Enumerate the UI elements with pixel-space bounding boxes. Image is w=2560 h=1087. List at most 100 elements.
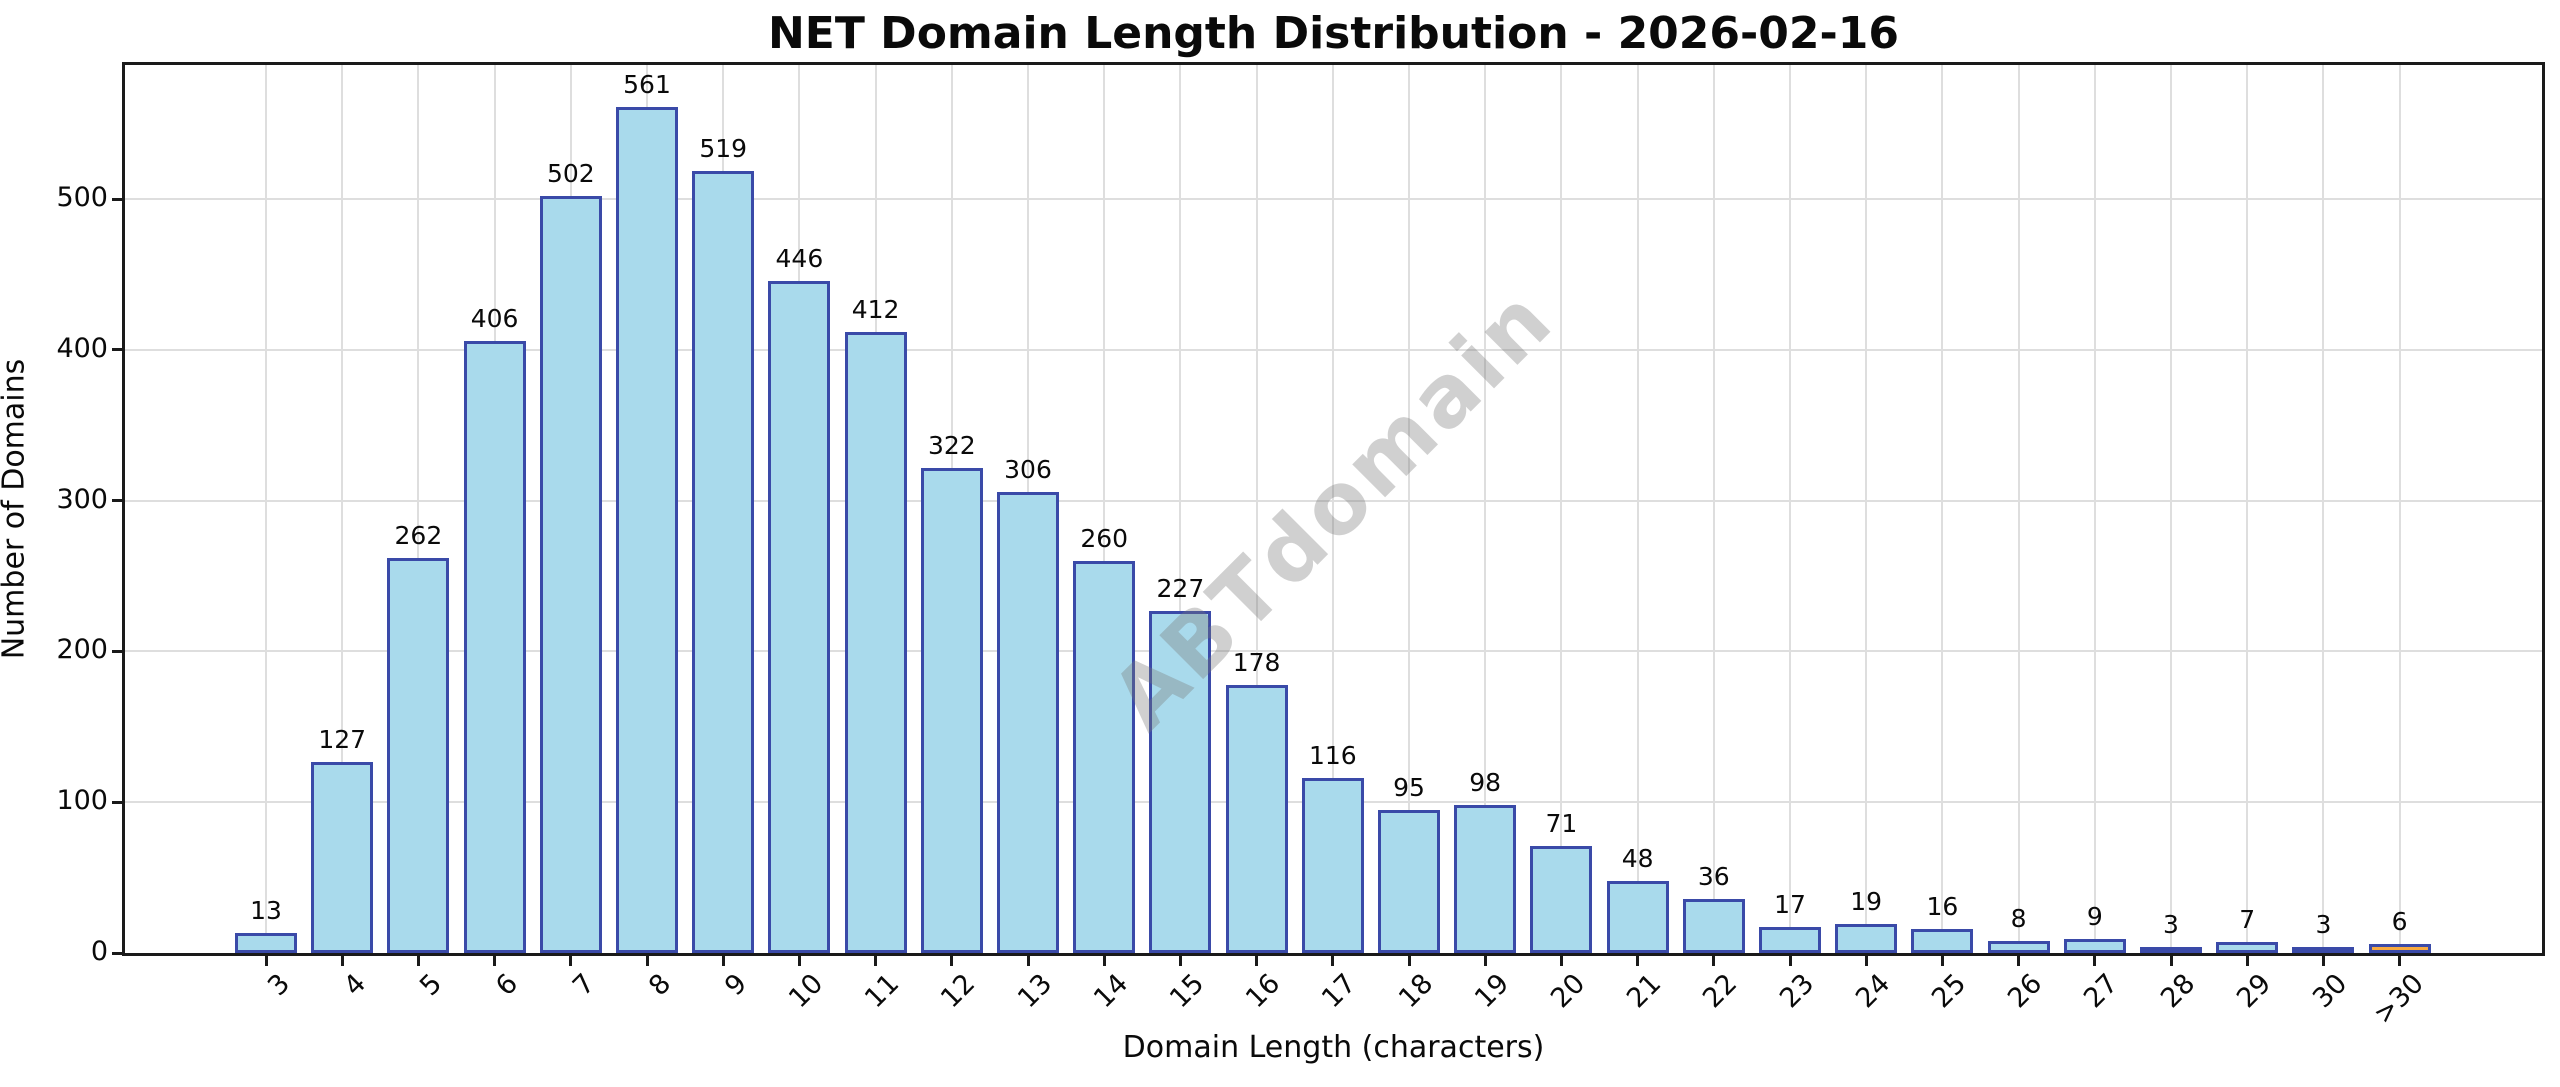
gridline-vertical <box>1941 65 1944 953</box>
x-tick-mark <box>1559 956 1563 966</box>
bar-25 <box>1911 928 1974 953</box>
gridline-horizontal <box>125 348 2542 351</box>
bar-27 <box>2063 939 2126 953</box>
x-tick-label: 5 <box>414 968 449 1003</box>
gridline-horizontal <box>125 650 2542 653</box>
chart-title: NET Domain Length Distribution - 2026-02… <box>767 8 1900 59</box>
bar-23 <box>1759 927 1821 953</box>
x-tick-label: 20 <box>1545 968 1592 1015</box>
bar-22 <box>1682 898 1745 953</box>
bar-value-label: 502 <box>546 159 595 189</box>
bar-4 <box>311 761 374 953</box>
bar-18 <box>1378 809 1440 953</box>
x-tick-label: 14 <box>1087 968 1135 1015</box>
x-tick-mark <box>569 956 573 966</box>
y-tick-mark <box>112 800 122 804</box>
bar-value-label: 406 <box>470 303 519 333</box>
bar-value-label: 95 <box>1393 772 1425 802</box>
x-tick-mark <box>493 956 497 966</box>
x-tick-label: 3 <box>261 968 296 1003</box>
gridline-vertical <box>1865 65 1868 953</box>
gridline-vertical <box>341 65 344 953</box>
x-tick-label: 29 <box>2230 968 2278 1015</box>
x-tick-label: 11 <box>859 968 906 1015</box>
bar-28 <box>2140 947 2202 953</box>
x-tick-label: 13 <box>1011 968 1058 1015</box>
x-tick-label: 22 <box>1697 968 1744 1015</box>
bar-3 <box>235 933 297 953</box>
y-tick-mark <box>112 197 122 201</box>
x-tick-label: 9 <box>719 968 754 1003</box>
gridline-horizontal <box>125 499 2542 502</box>
bar-value-label: 561 <box>623 70 671 100</box>
bar-value-label: 3 <box>2163 910 2179 939</box>
y-tick-mark <box>112 649 122 653</box>
y-tick-label: 0 <box>90 936 108 967</box>
x-tick-label: 7 <box>566 968 601 1003</box>
gridline-vertical <box>1255 65 1258 953</box>
x-tick-label: 6 <box>490 968 525 1003</box>
bar-value-label: 227 <box>1156 573 1205 603</box>
bar-value-label: 8 <box>2010 903 2027 933</box>
bar-13 <box>997 491 1059 953</box>
bar-value-label: 127 <box>318 724 367 754</box>
bar-16 <box>1225 684 1288 953</box>
x-tick-label: 16 <box>1240 968 1287 1015</box>
bar-value-label: 178 <box>1232 647 1281 677</box>
bar-6 <box>463 340 526 953</box>
gridline-vertical <box>265 65 267 953</box>
x-tick-label: 10 <box>783 968 830 1015</box>
x-axis-label: Domain Length (characters) <box>1122 1030 1545 1065</box>
x-tick-mark <box>340 956 344 966</box>
gridline-vertical <box>1636 65 1639 953</box>
x-tick-mark <box>2321 956 2325 966</box>
x-tick-mark <box>1788 956 1792 966</box>
x-tick-mark <box>1178 956 1182 966</box>
x-tick-mark <box>1940 956 1944 966</box>
bar-7 <box>539 196 602 953</box>
gridline-vertical <box>2170 65 2172 953</box>
gridline-vertical <box>2246 65 2249 953</box>
x-tick-label: 26 <box>2002 968 2049 1015</box>
bar-24 <box>1835 924 1898 953</box>
bar-value-label: 412 <box>851 294 900 324</box>
bar-value-label: 446 <box>775 243 824 273</box>
x-tick-mark <box>416 956 420 966</box>
bar-value-label: 262 <box>394 521 443 550</box>
bar->30 <box>2368 943 2431 953</box>
bar-20 <box>1530 845 1593 953</box>
x-tick-label: 30 <box>2307 968 2354 1015</box>
bar-value-label: 16 <box>1926 891 1959 921</box>
bar-14 <box>1073 561 1136 953</box>
bar-29 <box>2216 942 2279 953</box>
bar-value-label: 3 <box>2315 910 2332 939</box>
bar-value-label: 7 <box>2239 905 2256 935</box>
bar-value-label: 322 <box>927 430 976 460</box>
bar-30 <box>2292 947 2355 953</box>
x-tick-mark <box>2017 956 2021 966</box>
bar-value-label: 519 <box>699 133 748 163</box>
x-tick-label: 27 <box>2078 968 2125 1015</box>
x-tick-mark <box>797 956 801 966</box>
bar-12 <box>920 467 983 953</box>
y-tick-label: 100 <box>56 785 108 817</box>
gridline-vertical <box>1484 65 1487 953</box>
x-tick-mark <box>1026 956 1030 966</box>
plot-area: 13 127 262 406 502 561 519 446 412 322 306 260 227 17… <box>122 62 2545 956</box>
x-tick-label: 8 <box>642 968 677 1003</box>
x-tick-mark <box>2245 956 2249 966</box>
y-tick-label: 300 <box>56 483 108 515</box>
bar-11 <box>844 331 907 953</box>
x-tick-mark <box>645 956 649 966</box>
gridline-vertical <box>1103 65 1106 953</box>
bar-10 <box>768 280 831 953</box>
bar-value-label: 9 <box>2086 902 2103 932</box>
x-tick-mark <box>2169 956 2173 966</box>
x-tick-label: 18 <box>1392 968 1439 1015</box>
bar-value-label: 17 <box>1774 890 1806 920</box>
gridline-vertical <box>1560 65 1563 953</box>
gridline-vertical <box>2322 65 2325 953</box>
x-tick-label: 12 <box>935 968 982 1015</box>
gridline-vertical <box>1789 65 1791 953</box>
